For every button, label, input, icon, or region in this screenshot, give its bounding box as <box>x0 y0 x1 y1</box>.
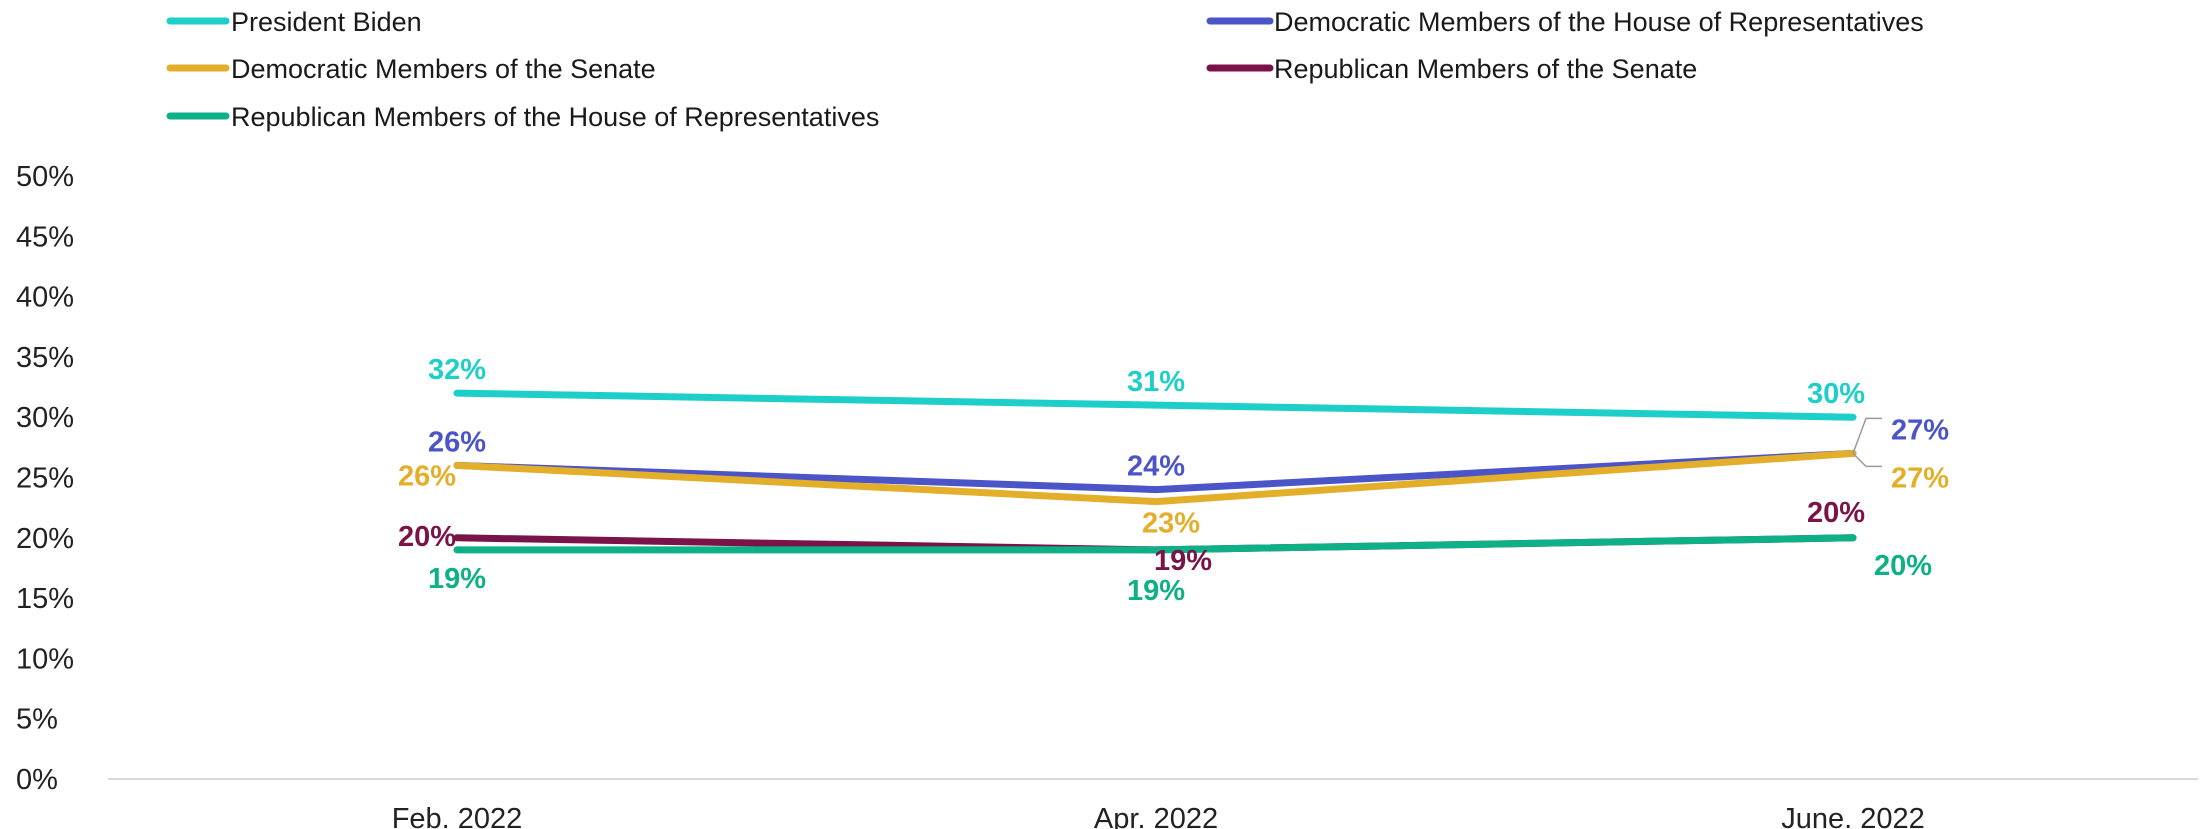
data-label: 20% <box>398 521 456 553</box>
y-tick-label: 45% <box>16 221 74 253</box>
data-label: 27% <box>1891 414 1949 446</box>
x-axis: Feb. 2022 Apr. 2022 June. 2022 <box>108 778 2198 829</box>
legend-item: Republican Members of the House of Repre… <box>166 102 879 132</box>
y-tick-label: 20% <box>16 523 74 555</box>
series-lines <box>453 389 1857 554</box>
y-tick-label: 15% <box>16 583 74 615</box>
series-line <box>453 534 1857 554</box>
legend: President Biden Democratic Members of the… <box>166 7 1924 132</box>
data-label: 23% <box>1142 508 1200 540</box>
data-label: 26% <box>398 460 456 492</box>
y-tick-label: 5% <box>16 704 58 736</box>
y-axis: 0% 5% 10% 15% 20% 25% 30% 35% 40% 45% 50% <box>16 161 74 796</box>
legend-label: Democratic Members of the Senate <box>231 54 656 84</box>
data-label: 19% <box>428 563 486 595</box>
x-tick-label: June. 2022 <box>1781 803 1925 829</box>
data-label: 32% <box>428 354 486 386</box>
y-tick-label: 50% <box>16 161 74 193</box>
y-tick-label: 30% <box>16 402 74 434</box>
data-label: 20% <box>1807 497 1865 529</box>
data-label: 19% <box>1154 545 1212 577</box>
y-tick-label: 25% <box>16 463 74 495</box>
y-tick-label: 10% <box>16 643 74 675</box>
legend-item: President Biden <box>166 7 422 37</box>
y-tick-label: 35% <box>16 342 74 374</box>
data-labels: 32% 31% 30%26%24%27%26%23%27%20%19%20%19% 1… <box>398 354 1949 607</box>
label-leader-line <box>1852 452 1882 468</box>
x-tick-label: Feb. 2022 <box>392 803 523 829</box>
data-label: 24% <box>1127 451 1185 483</box>
legend-item: Democratic Members of the Senate <box>166 54 656 84</box>
series-line <box>453 449 1857 506</box>
legend-item: Republican Members of the Senate <box>1206 54 1697 84</box>
legend-label: Republican Members of the Senate <box>1274 54 1697 84</box>
x-tick-label: Apr. 2022 <box>1094 803 1218 829</box>
series-line <box>453 449 1857 494</box>
label-leader-line <box>1852 417 1882 454</box>
data-label: 30% <box>1807 378 1865 410</box>
y-tick-label: 40% <box>16 282 74 314</box>
legend-label: Democratic Members of the House of Repre… <box>1274 7 1924 37</box>
data-label: 20% <box>1874 550 1932 582</box>
series-line <box>453 389 1857 421</box>
legend-label: Republican Members of the House of Repre… <box>231 102 879 132</box>
data-label: 31% <box>1127 366 1185 398</box>
legend-item: Democratic Members of the House of Repre… <box>1206 7 1924 37</box>
data-label: 27% <box>1891 462 1949 494</box>
data-label: 26% <box>428 426 486 458</box>
data-label: 19% <box>1127 575 1185 607</box>
legend-label: President Biden <box>231 7 422 37</box>
y-tick-label: 0% <box>16 764 58 796</box>
